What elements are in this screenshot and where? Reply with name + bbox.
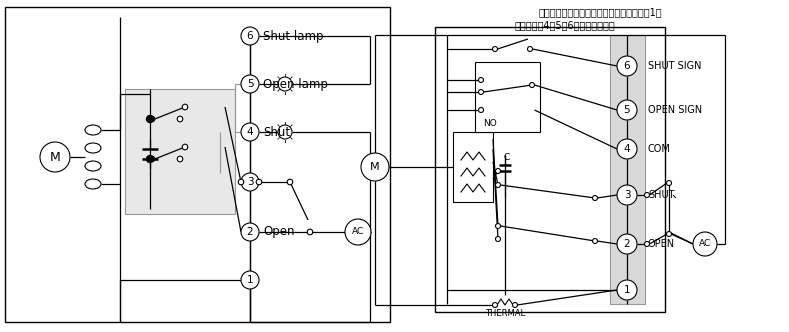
Circle shape bbox=[178, 156, 183, 162]
Text: 3: 3 bbox=[247, 177, 253, 187]
Text: 6: 6 bbox=[247, 31, 253, 41]
Text: OPEN SIGN: OPEN SIGN bbox=[648, 105, 702, 115]
Circle shape bbox=[693, 232, 717, 256]
Text: COM: COM bbox=[648, 144, 671, 154]
Circle shape bbox=[495, 169, 500, 174]
Bar bbox=[475, 62, 540, 132]
Circle shape bbox=[241, 271, 259, 289]
Text: 1: 1 bbox=[247, 275, 253, 285]
Circle shape bbox=[617, 56, 637, 76]
Circle shape bbox=[528, 46, 533, 51]
Circle shape bbox=[149, 116, 155, 122]
Bar bbox=[5, 7, 390, 322]
Ellipse shape bbox=[85, 143, 101, 153]
Text: 开关型带无源触点型反馈电动蝶阀接线图，1，: 开关型带无源触点型反馈电动蝶阀接线图，1， bbox=[538, 7, 662, 17]
Text: 部分接线，4，5，6为无源触点反馈: 部分接线，4，5，6为无源触点反馈 bbox=[514, 20, 615, 30]
Circle shape bbox=[617, 234, 637, 254]
Circle shape bbox=[147, 155, 154, 162]
Circle shape bbox=[149, 156, 155, 162]
Text: AC: AC bbox=[699, 239, 711, 248]
Circle shape bbox=[617, 280, 637, 300]
Circle shape bbox=[182, 104, 188, 110]
Circle shape bbox=[361, 153, 389, 181]
Text: 2: 2 bbox=[623, 239, 630, 249]
Text: NO: NO bbox=[483, 119, 497, 128]
Circle shape bbox=[593, 238, 597, 243]
Ellipse shape bbox=[85, 161, 101, 171]
Circle shape bbox=[513, 302, 518, 307]
Circle shape bbox=[278, 77, 292, 91]
Text: C: C bbox=[504, 152, 510, 161]
Circle shape bbox=[287, 179, 293, 185]
Bar bbox=[435, 27, 665, 312]
Circle shape bbox=[256, 179, 262, 185]
Circle shape bbox=[495, 236, 500, 241]
Text: Open: Open bbox=[263, 225, 294, 238]
Circle shape bbox=[241, 75, 259, 93]
Circle shape bbox=[147, 116, 154, 123]
Circle shape bbox=[241, 123, 259, 141]
Circle shape bbox=[307, 229, 312, 235]
Text: Shut: Shut bbox=[263, 125, 290, 138]
Text: SHUT: SHUT bbox=[648, 190, 675, 200]
Text: 5: 5 bbox=[247, 79, 253, 89]
Text: 5: 5 bbox=[623, 105, 630, 115]
Circle shape bbox=[241, 173, 259, 191]
Text: Shut lamp: Shut lamp bbox=[263, 30, 323, 42]
Circle shape bbox=[278, 125, 292, 139]
Circle shape bbox=[593, 196, 597, 201]
Circle shape bbox=[667, 181, 671, 186]
Circle shape bbox=[529, 82, 534, 88]
Circle shape bbox=[667, 231, 671, 236]
Text: Open lamp: Open lamp bbox=[263, 77, 328, 91]
Circle shape bbox=[238, 179, 244, 185]
Text: AC: AC bbox=[352, 227, 365, 236]
Circle shape bbox=[617, 139, 637, 159]
Ellipse shape bbox=[85, 125, 101, 135]
Circle shape bbox=[492, 302, 498, 307]
Bar bbox=[610, 35, 645, 304]
Text: 4: 4 bbox=[623, 144, 630, 154]
Circle shape bbox=[495, 183, 500, 188]
Circle shape bbox=[617, 100, 637, 120]
Circle shape bbox=[478, 90, 484, 95]
Text: OPEN: OPEN bbox=[648, 239, 675, 249]
Text: 3: 3 bbox=[623, 190, 630, 200]
Circle shape bbox=[645, 241, 649, 246]
Circle shape bbox=[645, 193, 649, 198]
Text: 1: 1 bbox=[623, 285, 630, 295]
Bar bbox=[453, 132, 493, 202]
Text: M: M bbox=[50, 150, 61, 163]
Circle shape bbox=[182, 144, 188, 150]
Text: SHUT SIGN: SHUT SIGN bbox=[648, 61, 701, 71]
Circle shape bbox=[478, 108, 484, 113]
Text: 2: 2 bbox=[247, 227, 253, 237]
Bar bbox=[125, 89, 235, 214]
Ellipse shape bbox=[85, 179, 101, 189]
Circle shape bbox=[241, 223, 259, 241]
Circle shape bbox=[492, 46, 498, 51]
Text: 4: 4 bbox=[247, 127, 253, 137]
Circle shape bbox=[478, 77, 484, 82]
Circle shape bbox=[495, 223, 500, 228]
Text: M: M bbox=[370, 162, 380, 172]
Circle shape bbox=[178, 116, 183, 122]
Text: 6: 6 bbox=[623, 61, 630, 71]
Circle shape bbox=[241, 27, 259, 45]
Circle shape bbox=[617, 185, 637, 205]
Text: THERMAL: THERMAL bbox=[485, 308, 525, 317]
Circle shape bbox=[345, 219, 371, 245]
Circle shape bbox=[40, 142, 70, 172]
